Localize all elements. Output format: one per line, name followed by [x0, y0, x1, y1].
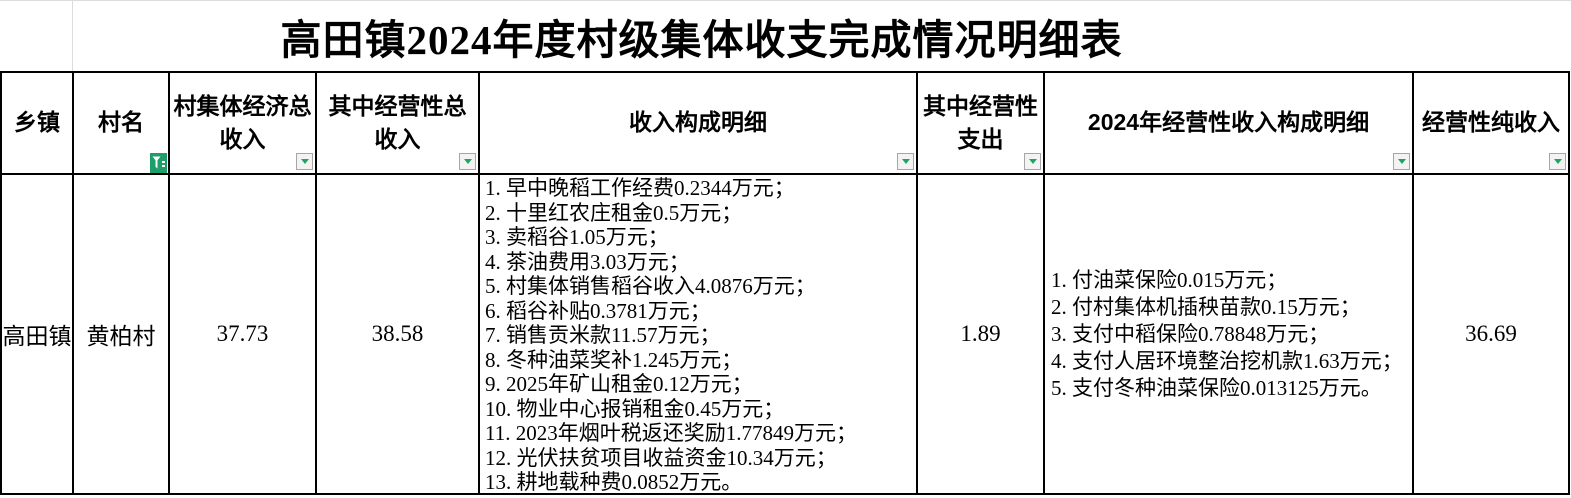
gridline-top [0, 0, 1571, 1]
filter-arrow-icon [901, 159, 910, 164]
cell-operating-income-detail-2024[interactable]: 1. 付油菜保险0.015万元； 2. 付村集体机插秧苗款0.15万元； 3. … [1045, 175, 1414, 495]
filter-dropdown-operating-total-income[interactable] [459, 153, 476, 170]
cell-total-income[interactable]: 37.73 [170, 175, 317, 495]
data-table: 乡镇 村名 村集体经济总 收入 其中经营性总 收入 [0, 71, 1570, 495]
filter-dropdown-net-operating-income[interactable] [1549, 153, 1566, 170]
column-header-label: 其中经营性 支出 [923, 92, 1038, 152]
filter-dropdown-income-detail[interactable] [897, 153, 914, 170]
filter-dropdown-total-income[interactable] [296, 153, 313, 170]
filter-arrow-icon [1553, 159, 1562, 164]
column-header-operating-income-detail-2024[interactable]: 2024年经营性收入构成明细 [1045, 73, 1414, 175]
column-header-label: 村集体经济总 收入 [173, 92, 312, 152]
filter-arrow-icon [1397, 159, 1406, 164]
column-header-label: 经营性纯收入 [1422, 109, 1560, 136]
column-header-label: 乡镇 [14, 109, 60, 136]
cell-operating-expense[interactable]: 1.89 [918, 175, 1045, 495]
filter-applied-button-village[interactable] [150, 153, 167, 173]
title-row: 高田镇2024年度村级集体收支完成情况明细表 [0, 0, 1571, 71]
column-header-operating-expense[interactable]: 其中经营性 支出 [918, 73, 1045, 175]
column-header-label: 村名 [98, 109, 144, 136]
column-header-net-operating-income[interactable]: 经营性纯收入 [1414, 73, 1570, 175]
column-header-township[interactable]: 乡镇 [2, 73, 74, 175]
filter-arrow-icon [300, 159, 309, 164]
column-header-village[interactable]: 村名 [74, 73, 170, 175]
column-header-label: 其中经营性总 收入 [328, 92, 467, 152]
column-header-label: 收入构成明细 [629, 109, 767, 136]
column-header-total-income[interactable]: 村集体经济总 收入 [170, 73, 317, 175]
filter-applied-icon [152, 156, 165, 169]
cell-township[interactable]: 高田镇 [2, 175, 74, 495]
column-header-label: 2024年经营性收入构成明细 [1087, 109, 1370, 136]
gridline-col-a [72, 0, 73, 71]
page-title: 高田镇2024年度村级集体收支完成情况明细表 [280, 16, 1123, 63]
filter-arrow-icon [1028, 159, 1037, 164]
cell-net-operating-income[interactable]: 36.69 [1414, 175, 1570, 495]
cell-village[interactable]: 黄柏村 [74, 175, 170, 495]
cell-income-detail[interactable]: 1. 早中晚稻工作经费0.2344万元； 2. 十里红农庄租金0.5万元； 3.… [480, 175, 918, 495]
column-header-income-detail[interactable]: 收入构成明细 [480, 73, 918, 175]
cell-operating-total-income[interactable]: 38.58 [317, 175, 480, 495]
filter-dropdown-operating-income-detail-2024[interactable] [1393, 153, 1410, 170]
column-header-operating-total-income[interactable]: 其中经营性总 收入 [317, 73, 480, 175]
filter-arrow-icon [463, 159, 472, 164]
filter-dropdown-operating-expense[interactable] [1024, 153, 1041, 170]
